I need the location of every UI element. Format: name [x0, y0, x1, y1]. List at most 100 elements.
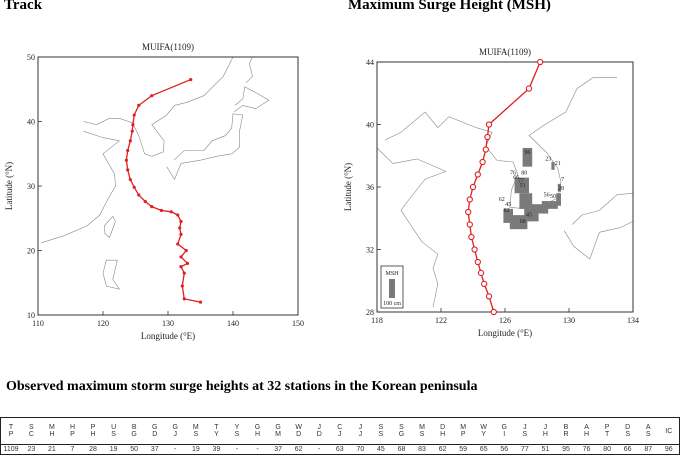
track-point — [176, 213, 180, 217]
station-code-letter: D — [316, 431, 322, 438]
station-code-letter: J — [317, 424, 321, 431]
station-value-label: 28 — [558, 186, 564, 192]
station-code-letter: J — [358, 431, 363, 438]
track-point — [143, 199, 147, 204]
track-point — [176, 242, 180, 246]
station-code-letter: A — [645, 424, 651, 431]
x-tick-label: 140 — [227, 319, 239, 328]
track-point — [469, 183, 477, 191]
track-point — [484, 133, 491, 141]
station-value-label: 76 — [510, 171, 516, 177]
station-code-letter: P — [8, 431, 14, 438]
station-code-letter: G — [501, 424, 507, 431]
surge-value-cell: 76 — [576, 444, 597, 455]
station-code-letter: S — [645, 431, 651, 438]
surge-value-cell: 59 — [452, 444, 474, 455]
surge-bar — [556, 193, 561, 206]
surge-value-cell: 63 — [329, 444, 351, 455]
track-point — [471, 246, 478, 253]
surge-value-cell: 62 — [288, 444, 309, 455]
plot-frame — [376, 61, 634, 313]
station-code-letter: A — [584, 424, 589, 431]
station-code-letter: S — [399, 424, 404, 431]
station-code-letter: R — [563, 431, 569, 438]
station-code-letter: J — [358, 424, 363, 431]
x-tick-label: 150 — [292, 319, 304, 328]
station-value-label: 82 — [504, 208, 510, 214]
surge-value-cell: 68 — [391, 444, 412, 455]
track-point — [179, 265, 183, 269]
station-code-letter: Y — [481, 431, 487, 438]
station-value-label: 45 — [526, 213, 532, 219]
surge-value-cell: - — [165, 444, 186, 455]
track-chart: MUIFA(1109) 110 120 130 140 150 10 20 30 40 50 Long… — [4, 42, 304, 341]
surge-value-cell: 62 — [432, 444, 453, 455]
surge-bar — [530, 204, 549, 214]
surge-value-cell: 66 — [617, 444, 638, 455]
x-tick-label: 130 — [563, 316, 575, 325]
station-code-letter: T — [214, 424, 219, 431]
coastline — [41, 56, 270, 290]
station-value-label: 7 — [561, 177, 564, 183]
surge-value-cell: 37 — [267, 444, 289, 455]
track-point — [182, 271, 186, 275]
x-axis-label: Longitude (°E) — [478, 328, 532, 338]
x-tick-label: 120 — [97, 319, 109, 328]
y-tick-label: 30 — [27, 182, 35, 191]
surge-value-cell: - — [308, 444, 330, 455]
surge-bar — [551, 162, 555, 170]
surge-value-cell: 28 — [82, 444, 104, 455]
track-point — [132, 185, 136, 189]
station-value-label: 56 — [544, 192, 550, 198]
track-point — [465, 208, 472, 216]
station-code-letter: M — [48, 424, 55, 431]
station-code-letter: S — [193, 431, 199, 438]
surge-bar — [522, 147, 533, 167]
station-code-letter: S — [111, 431, 116, 438]
station-code-letter: D — [152, 431, 158, 438]
surge-value-cell: 19 — [185, 444, 207, 455]
station-code-letter: C — [28, 431, 34, 438]
station-code-letter: D — [625, 424, 631, 431]
y-tick-label: 20 — [27, 247, 35, 256]
msh-legend-label: MSH — [385, 271, 399, 277]
surge-value-cell: 70 — [350, 444, 371, 455]
track-point — [468, 233, 475, 241]
station-code-letter: G — [254, 424, 261, 431]
station-code-letter: T — [8, 424, 14, 431]
track-point — [485, 121, 493, 128]
surge-value-cell: 39 — [206, 444, 227, 455]
station-code-letter: Y — [234, 424, 240, 431]
station-value-label: 51 — [520, 183, 526, 189]
station-code-letter: W — [295, 424, 302, 431]
y-tick-label: 10 — [27, 311, 35, 320]
track-line — [125, 78, 201, 303]
station-code-letter: D — [440, 424, 446, 431]
surge-value-cell: - — [247, 444, 268, 455]
y-tick-label: 50 — [27, 53, 35, 62]
station-code-letter: I — [503, 431, 506, 438]
station-value-label: 66 — [513, 175, 519, 181]
track-point — [179, 219, 183, 224]
x-tick-label: 118 — [371, 316, 383, 325]
track-point — [466, 221, 473, 228]
station-value-label: 23 — [545, 156, 551, 162]
station-code-letter: S — [234, 431, 240, 438]
chart-title: MUIFA(1109) — [142, 42, 194, 52]
station-code-letter: S — [625, 431, 630, 438]
surge-bar — [503, 208, 513, 223]
station-code-letter: U — [111, 424, 117, 431]
station-code-letter: S — [378, 431, 384, 438]
